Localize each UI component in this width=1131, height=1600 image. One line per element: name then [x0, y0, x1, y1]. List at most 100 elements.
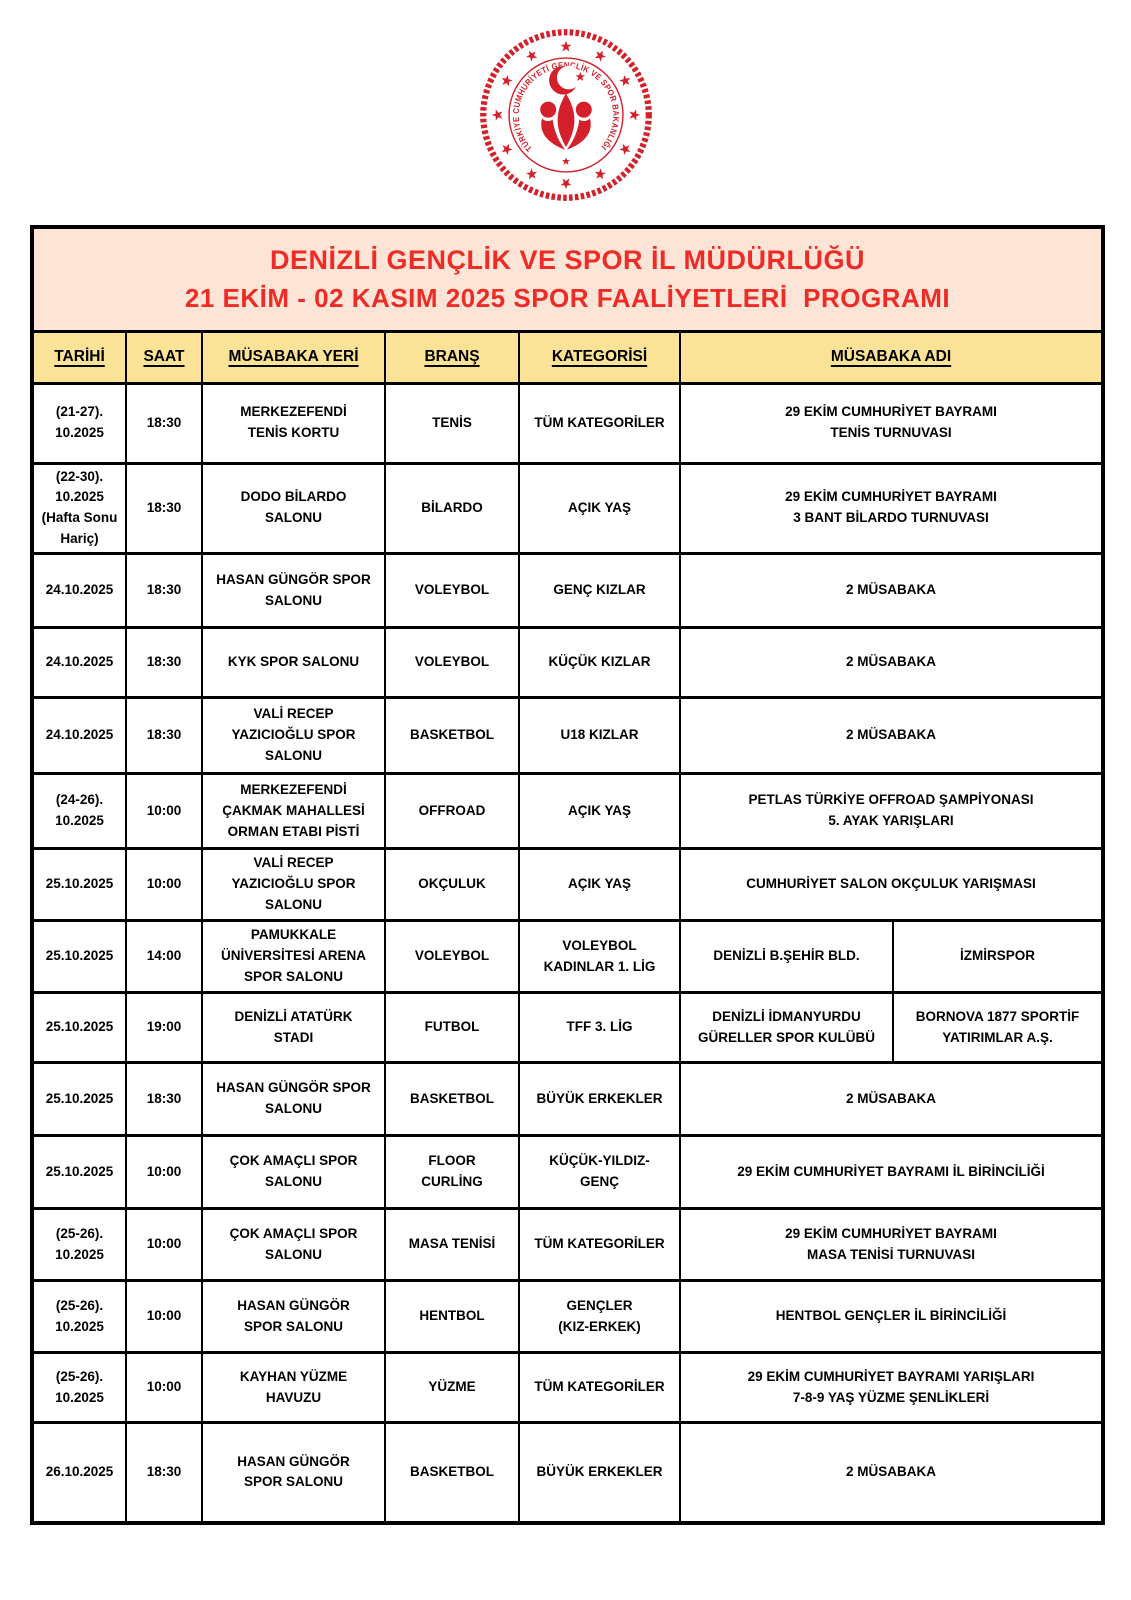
table-row: (24-26). 10.2025 10:00 MERKEZEFENDİ ÇAKM…	[31, 772, 1104, 851]
event-name-cell: 2 MÜSABAKA	[679, 626, 1104, 700]
event-name-cell: CUMHURİYET SALON OKÇULUK YARIŞMASI	[679, 847, 1104, 923]
time-cell: 19:00	[125, 991, 203, 1065]
table-row: 24.10.2025 18:30 HASAN GÜNGÖR SPOR SALON…	[31, 552, 1104, 630]
away-team-cell: BORNOVA 1877 SPORTİF YATIRIMLAR A.Ş.	[892, 991, 1104, 1065]
table-row: (22-30). 10.2025 (Hafta Sonu Hariç) 18:3…	[31, 461, 1104, 556]
table-row: (25-26). 10.2025 10:00 ÇOK AMAÇLI SPOR S…	[31, 1207, 1104, 1283]
venue-cell: DENİZLİ ATATÜRK STADI	[201, 991, 386, 1065]
category-cell: GENÇ KIZLAR	[518, 552, 681, 630]
table-row: 25.10.2025 14:00 PAMUKKALE ÜNİVERSİTESİ …	[31, 919, 1104, 995]
time-cell: 18:30	[125, 1421, 203, 1525]
date-cell: 25.10.2025	[31, 919, 127, 995]
title-row: DENİZLİ GENÇLİK VE SPOR İL MÜDÜRLÜĞÜ 21 …	[31, 225, 1104, 333]
time-cell: 18:30	[125, 626, 203, 700]
table-row: (21-27). 10.2025 18:30 MERKEZEFENDİ TENİ…	[31, 381, 1104, 465]
schedule-table: DENİZLİ GENÇLİK VE SPOR İL MÜDÜRLÜĞÜ 21 …	[30, 225, 1105, 1525]
category-cell: VOLEYBOL KADINLAR 1. LİG	[518, 919, 681, 995]
venue-cell: KYK SPOR SALONU	[201, 626, 386, 700]
category-cell: U18 KIZLAR	[518, 696, 681, 776]
branch-cell: FLOOR CURLİNG	[384, 1134, 520, 1211]
time-cell: 18:30	[125, 1061, 203, 1138]
branch-cell: VOLEYBOL	[384, 919, 520, 995]
col-header-event-name: MÜSABAKA ADI	[679, 329, 1104, 385]
branch-cell: HENTBOL	[384, 1279, 520, 1355]
venue-cell: MERKEZEFENDİ ÇAKMAK MAHALLESİ ORMAN ETAB…	[201, 772, 386, 851]
event-name-cell: 29 EKİM CUMHURİYET BAYRAMI TENİS TURNUVA…	[679, 381, 1104, 465]
ministry-seal-icon: TÜRKİYE CUMHURİYETİ GENÇLİK VE SPOR BAKA…	[479, 29, 652, 201]
date-cell: (21-27). 10.2025	[31, 381, 127, 465]
branch-cell: VOLEYBOL	[384, 552, 520, 630]
table-row: 26.10.2025 18:30 HASAN GÜNGÖR SPOR SALON…	[31, 1421, 1104, 1525]
table-row: 24.10.2025 18:30 KYK SPOR SALONU VOLEYBO…	[31, 626, 1104, 700]
time-cell: 18:30	[125, 552, 203, 630]
crescent-figures-emblem	[539, 65, 592, 150]
document-title-banner: DENİZLİ GENÇLİK VE SPOR İL MÜDÜRLÜĞÜ 21 …	[31, 225, 1104, 333]
event-name-cell: 2 MÜSABAKA	[679, 696, 1104, 776]
table-row: 25.10.2025 10:00 VALİ RECEP YAZICIOĞLU S…	[31, 847, 1104, 923]
category-cell: BÜYÜK ERKEKLER	[518, 1061, 681, 1138]
branch-cell: MASA TENİSİ	[384, 1207, 520, 1283]
event-name-cell: HENTBOL GENÇLER İL BİRİNCİLİĞİ	[679, 1279, 1104, 1355]
venue-cell: KAYHAN YÜZME HAVUZU	[201, 1351, 386, 1425]
date-cell: (25-26). 10.2025	[31, 1207, 127, 1283]
event-name-cell: 29 EKİM CUMHURİYET BAYRAMI İL BİRİNCİLİĞ…	[679, 1134, 1104, 1211]
inner-ring	[507, 57, 624, 173]
venue-cell: HASAN GÜNGÖR SPOR SALONU	[201, 1279, 386, 1355]
date-cell: (25-26). 10.2025	[31, 1279, 127, 1355]
branch-cell: BASKETBOL	[384, 696, 520, 776]
branch-cell: BASKETBOL	[384, 1421, 520, 1525]
col-header-branch: BRANŞ	[384, 329, 520, 385]
time-cell: 10:00	[125, 1134, 203, 1211]
branch-cell: YÜZME	[384, 1351, 520, 1425]
date-cell: 25.10.2025	[31, 847, 127, 923]
branch-cell: BASKETBOL	[384, 1061, 520, 1138]
venue-cell: ÇOK AMAÇLI SPOR SALONU	[201, 1207, 386, 1283]
time-cell: 14:00	[125, 919, 203, 995]
col-header-date: TARİHİ	[31, 329, 127, 385]
page-title-line1: DENİZLİ GENÇLİK VE SPOR İL MÜDÜRLÜĞÜ	[269, 244, 866, 275]
venue-cell: VALİ RECEP YAZICIOĞLU SPOR SALONU	[201, 847, 386, 923]
date-cell: 26.10.2025	[31, 1421, 127, 1525]
venue-cell: VALİ RECEP YAZICIOĞLU SPOR SALONU	[201, 696, 386, 776]
table-row: 25.10.2025 19:00 DENİZLİ ATATÜRK STADI F…	[31, 991, 1104, 1065]
date-cell: 24.10.2025	[31, 696, 127, 776]
category-cell: TÜM KATEGORİLER	[518, 1207, 681, 1283]
date-cell: (24-26). 10.2025	[31, 772, 127, 851]
event-name-cell: 2 MÜSABAKA	[679, 1061, 1104, 1138]
event-name-cell: 2 MÜSABAKA	[679, 552, 1104, 630]
home-team-cell: DENİZLİ B.ŞEHİR BLD.	[679, 919, 894, 995]
category-cell: AÇIK YAŞ	[518, 772, 681, 851]
col-header-venue: MÜSABAKA YERİ	[201, 329, 386, 385]
table-row: 24.10.2025 18:30 VALİ RECEP YAZICIOĞLU S…	[31, 696, 1104, 776]
away-team-cell: İZMİRSPOR	[892, 919, 1104, 995]
venue-cell: DODO BİLARDO SALONU	[201, 461, 386, 556]
category-cell: TÜM KATEGORİLER	[518, 381, 681, 465]
table-row: 25.10.2025 18:30 HASAN GÜNGÖR SPOR SALON…	[31, 1061, 1104, 1138]
table-row: 25.10.2025 10:00 ÇOK AMAÇLI SPOR SALONU …	[31, 1134, 1104, 1211]
category-cell: AÇIK YAŞ	[518, 847, 681, 923]
venue-cell: PAMUKKALE ÜNİVERSİTESİ ARENA SPOR SALONU	[201, 919, 386, 995]
date-cell: 25.10.2025	[31, 991, 127, 1065]
page-title-line2: 21 EKİM - 02 KASIM 2025 SPOR FAALİYETLER…	[184, 282, 951, 313]
time-cell: 18:30	[125, 461, 203, 556]
date-cell: 24.10.2025	[31, 626, 127, 700]
event-name-cell: 29 EKİM CUMHURİYET BAYRAMI YARIŞLARI 7-8…	[679, 1351, 1104, 1425]
venue-cell: HASAN GÜNGÖR SPOR SALONU	[201, 552, 386, 630]
bottom-star	[561, 157, 570, 165]
time-cell: 18:30	[125, 381, 203, 465]
category-cell: GENÇLER (KIZ-ERKEK)	[518, 1279, 681, 1355]
table-row: (25-26). 10.2025 10:00 KAYHAN YÜZME HAVU…	[31, 1351, 1104, 1425]
time-cell: 10:00	[125, 1207, 203, 1283]
venue-cell: HASAN GÜNGÖR SPOR SALONU	[201, 1061, 386, 1138]
table-row: (25-26). 10.2025 10:00 HASAN GÜNGÖR SPOR…	[31, 1279, 1104, 1355]
col-header-time: SAAT	[125, 329, 203, 385]
time-cell: 10:00	[125, 1279, 203, 1355]
venue-cell: HASAN GÜNGÖR SPOR SALONU	[201, 1421, 386, 1525]
branch-cell: OFFROAD	[384, 772, 520, 851]
ministry-logo: TÜRKİYE CUMHURİYETİ GENÇLİK VE SPOR BAKA…	[477, 26, 655, 204]
category-cell: AÇIK YAŞ	[518, 461, 681, 556]
schedule-table-container: DENİZLİ GENÇLİK VE SPOR İL MÜDÜRLÜĞÜ 21 …	[30, 225, 1105, 1525]
venue-cell: MERKEZEFENDİ TENİS KORTU	[201, 381, 386, 465]
branch-cell: TENİS	[384, 381, 520, 465]
